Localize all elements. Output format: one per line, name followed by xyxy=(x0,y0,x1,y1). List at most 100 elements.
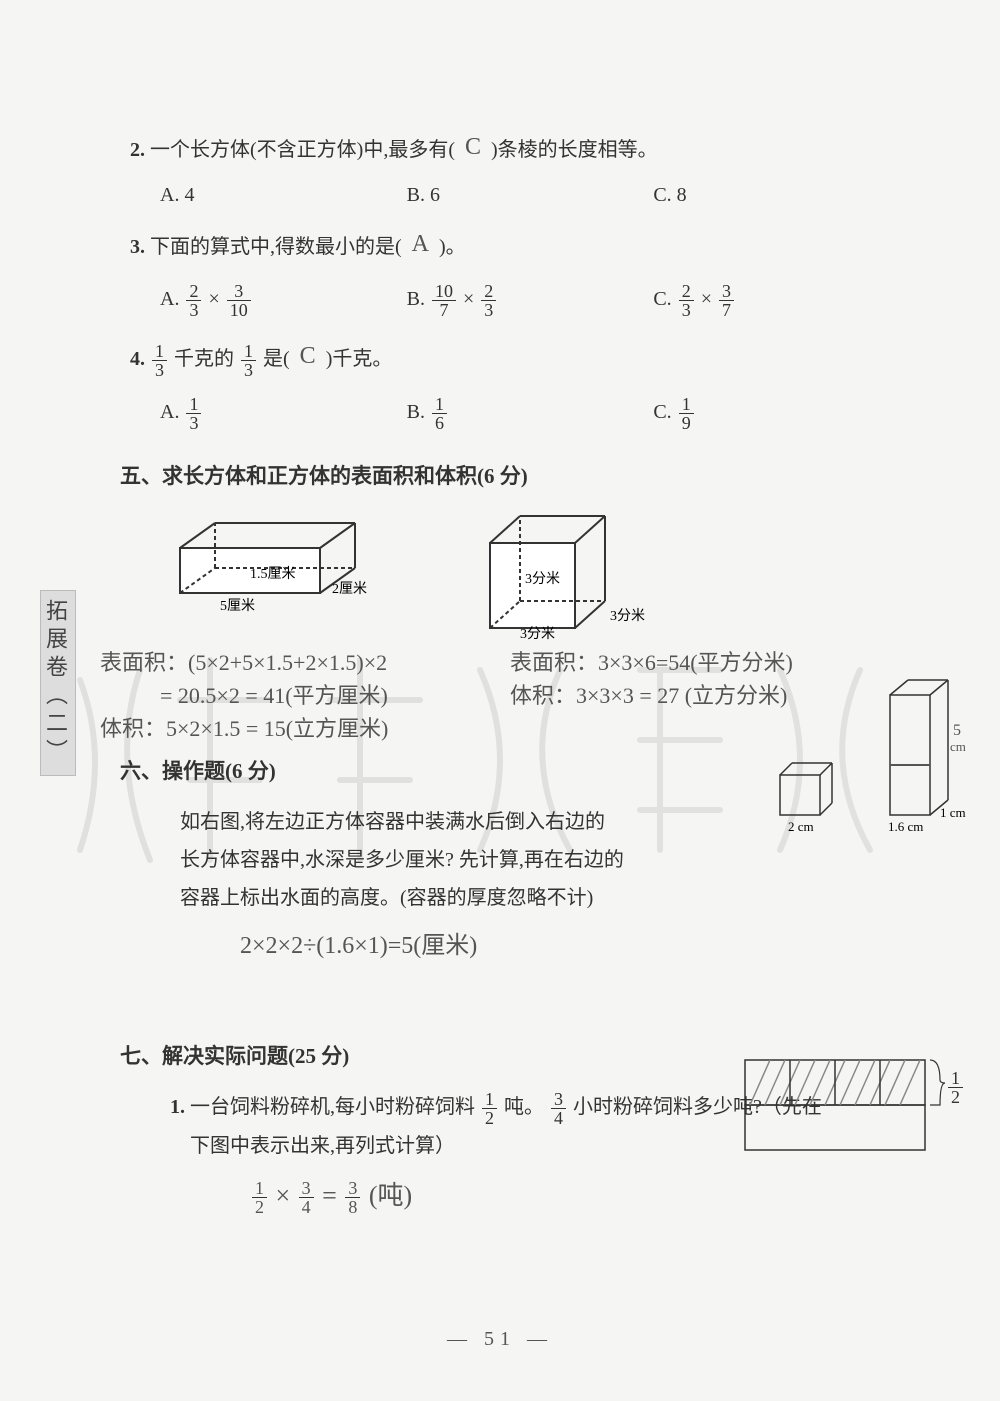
frac-n: 1 xyxy=(186,395,201,414)
cuboid-l-label: 5厘米 xyxy=(220,598,255,614)
q6-cuboid-w: 1 cm xyxy=(940,805,966,820)
frac-n: 2 xyxy=(186,282,201,301)
cube-diagram: 3分米 3分米 3分米 xyxy=(470,508,670,638)
s5-title: 五、求长方体和正方体的表面积和体积(6 分) xyxy=(120,460,900,490)
cube-edge-label: 3分米 xyxy=(525,571,560,587)
q4-answer: C xyxy=(300,337,316,375)
q3-text-before: 下面的算式中,得数最小的是( xyxy=(150,236,402,258)
cube-edge-label3: 3分米 xyxy=(520,626,555,642)
q3-opt-a: A. 23 × 310 xyxy=(160,282,407,319)
q2: 2. 一个长方体(不含正方体)中,最多有( C )条棱的长度相等。 xyxy=(130,130,900,168)
q2-answer: C xyxy=(465,128,481,166)
q3-opt-c: C. 23 × 37 xyxy=(653,282,900,319)
q4-opt-c: C. 19 xyxy=(653,395,900,432)
q2-opt-b: B. 6 xyxy=(407,184,654,207)
frac-d: 3 xyxy=(152,361,167,379)
q4-opt-b: B. 16 xyxy=(407,395,654,432)
s6-line2: 长方体容器中,水深是多少厘米? 先计算,再在右边的 xyxy=(180,841,660,879)
frac-d: 10 xyxy=(227,301,251,319)
q4-mid1: 千克的 xyxy=(174,348,234,370)
frac-n: 2 xyxy=(679,282,694,301)
q3-answer: A xyxy=(412,225,429,263)
frac-d: 4 xyxy=(551,1109,566,1127)
s7-text-b: 吨。 xyxy=(504,1096,544,1118)
frac-d: 3 xyxy=(481,301,496,319)
q4-num: 4. xyxy=(130,348,145,370)
frac-d: 3 xyxy=(679,301,694,319)
frac-n: 1 xyxy=(432,395,447,414)
page-content: 2. 一个长方体(不含正方体)中,最多有( C )条棱的长度相等。 A. 4 B… xyxy=(130,130,900,1216)
frac-d: 6 xyxy=(432,414,447,432)
page-number: — 51 — xyxy=(0,1328,1000,1351)
frac-n: 1 xyxy=(679,395,694,414)
frac-d: 3 xyxy=(186,301,201,319)
q4-opt-a: A. 13 xyxy=(160,395,407,432)
q3: 3. 下面的算式中,得数最小的是( A )。 xyxy=(130,227,900,265)
frac-d: 4 xyxy=(299,1198,314,1216)
q4c-prefix: C. xyxy=(653,401,671,423)
frac-n: 10 xyxy=(432,282,456,301)
frac-n: 3 xyxy=(551,1090,566,1109)
cube-edge-label2: 3分米 xyxy=(610,608,645,624)
frac-n: 1 xyxy=(152,342,167,361)
q2-num: 2. xyxy=(130,139,145,161)
frac-n: 3 xyxy=(719,282,734,301)
q2-opts: A. 4 B. 6 C. 8 xyxy=(130,184,900,207)
q4b-prefix: B. xyxy=(407,401,425,423)
q3-num: 3. xyxy=(130,236,145,258)
s6-line1: 如右图,将左边正方体容器中装满水后倒入右边的 xyxy=(180,803,660,841)
work-line: 表面积：(5×2+5×1.5+2×1.5)×2 xyxy=(100,646,490,679)
s7-hand-unit: (吨) xyxy=(369,1181,412,1210)
q6-hand-5: 5 xyxy=(953,722,961,739)
frac-d: 7 xyxy=(432,301,456,319)
s7-num: 1. xyxy=(170,1096,185,1118)
q2-opt-a: A. 4 xyxy=(160,184,407,207)
frac-n: 3 xyxy=(345,1179,360,1198)
frac-n: 3 xyxy=(299,1179,314,1198)
frac-d: 7 xyxy=(719,301,734,319)
q3-opt-b: B. 107 × 23 xyxy=(407,282,654,319)
q7-diagram: 12吨 xyxy=(740,1055,970,1175)
side-tab: 拓展卷︵二︶ xyxy=(40,590,76,776)
q2-opt-c: C. 8 xyxy=(653,184,900,207)
q3b-prefix: B. xyxy=(407,288,425,310)
work-line: 表面积：3×3×6=54(平方分米) xyxy=(510,646,900,679)
q4a-prefix: A. xyxy=(160,401,179,423)
s5-work-left: 表面积：(5×2+5×1.5+2×1.5)×2 = 20.5×2 = 41(平方… xyxy=(100,646,490,745)
q3a-prefix: A. xyxy=(160,288,179,310)
frac-n: 1 xyxy=(241,342,256,361)
q6-hand-cm: cm xyxy=(950,739,966,754)
q6-cube-label: 2 cm xyxy=(788,819,814,834)
frac-d: 2 xyxy=(948,1088,963,1106)
cuboid-diagram: 1.5厘米 5厘米 2厘米 xyxy=(160,508,410,618)
work-line: 体积：5×2×1.5 = 15(立方厘米) xyxy=(100,712,490,745)
s7-text-d: 下图中表示出来,再列式计算） xyxy=(170,1135,455,1157)
s6-hand: 2×2×2÷(1.6×1)=5(厘米) xyxy=(130,925,900,960)
s6-body: 如右图,将左边正方体容器中装满水后倒入右边的 长方体容器中,水深是多少厘米? 先… xyxy=(130,803,660,917)
q3-opts: A. 23 × 310 B. 107 × 23 C. 23 × 37 xyxy=(130,282,900,319)
q6-cuboid-l: 1.6 cm xyxy=(888,819,923,834)
frac-d: 2 xyxy=(252,1198,267,1216)
q4-opts: A. 13 B. 16 C. 19 xyxy=(130,395,900,432)
s6-line3: 容器上标出水面的高度。(容器的厚度忽略不计) xyxy=(180,879,660,917)
frac-d: 3 xyxy=(241,361,256,379)
frac-n: 1 xyxy=(948,1069,963,1088)
q4-mid3: )千克。 xyxy=(326,348,393,370)
frac-d: 9 xyxy=(679,414,694,432)
frac-n: 3 xyxy=(227,282,251,301)
frac-d: 3 xyxy=(186,414,201,432)
q2-text-before: 一个长方体(不含正方体)中,最多有( xyxy=(150,139,455,161)
q3c-prefix: C. xyxy=(653,288,671,310)
frac-n: 2 xyxy=(481,282,496,301)
s7-hand: 12 × 34 = 38 (吨) xyxy=(130,1175,900,1217)
cuboid-h-label: 1.5厘米 xyxy=(250,566,296,582)
frac-n: 1 xyxy=(482,1090,497,1109)
frac-d: 2 xyxy=(482,1109,497,1127)
shapes-row: 1.5厘米 5厘米 2厘米 3分米 3分米 xyxy=(130,508,900,638)
q4-mid2: 是( xyxy=(263,348,290,370)
q3-text-after: )。 xyxy=(439,236,466,258)
frac-n: 1 xyxy=(252,1179,267,1198)
s7-text-a: 一台饲料粉碎机,每小时粉碎饲料 xyxy=(190,1096,480,1118)
q2-text-after: )条棱的长度相等。 xyxy=(491,139,658,161)
q6-containers: 2 cm 5 cm 1.6 cm 1 cm xyxy=(770,675,990,835)
